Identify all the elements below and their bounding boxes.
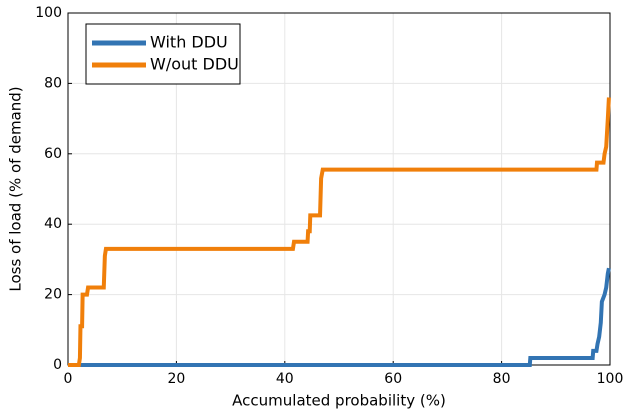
series-line (68, 97, 611, 367)
y-tick-label: 60 (44, 146, 62, 162)
series-line (68, 267, 611, 367)
x-tick-label: 100 (597, 371, 624, 387)
x-tick-label: 80 (493, 371, 511, 387)
x-tick-label: 20 (167, 371, 185, 387)
y-tick-label: 40 (44, 216, 62, 232)
y-tick-label: 100 (35, 5, 62, 21)
y-axis-label: Loss of load (% of demand) (7, 86, 25, 291)
legend-label: W/out DDU (150, 55, 239, 74)
x-axis-label: Accumulated probability (%) (232, 392, 446, 410)
legend-label: With DDU (150, 33, 228, 52)
x-tick-label: 40 (276, 371, 294, 387)
y-tick-label: 20 (44, 287, 62, 303)
legend-box (85, 23, 241, 85)
y-tick-label: 0 (53, 357, 62, 373)
x-tick-label: 0 (64, 371, 73, 387)
x-tick-label: 60 (384, 371, 402, 387)
y-tick-label: 80 (44, 75, 62, 91)
